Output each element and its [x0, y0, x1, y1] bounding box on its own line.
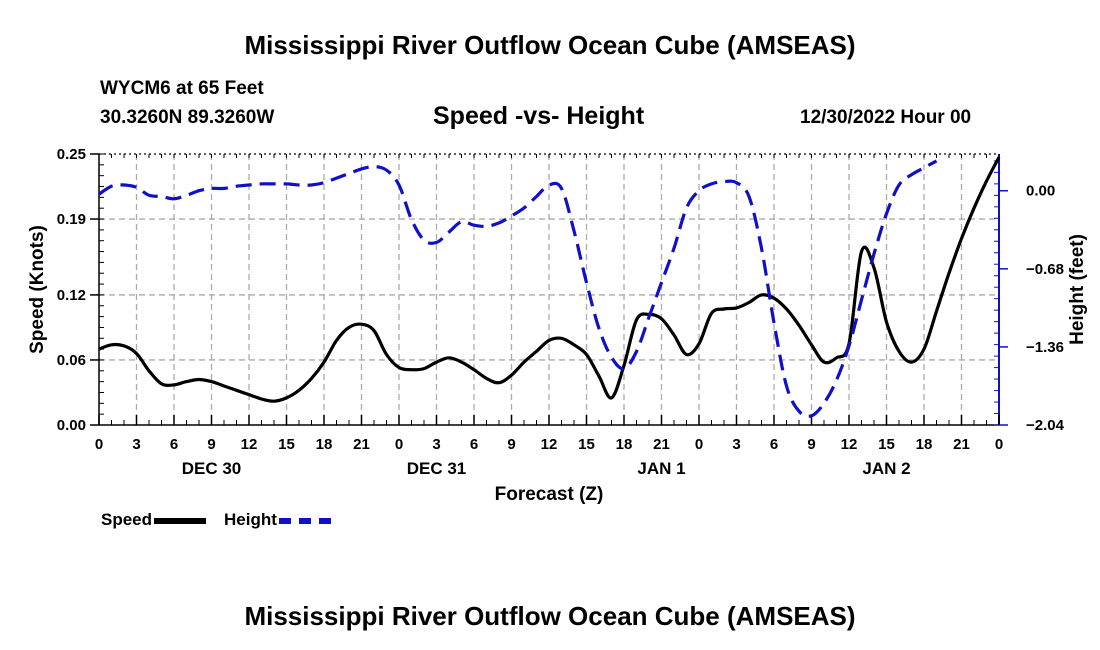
datetime-label: 12/30/2022 Hour 00 [800, 107, 972, 128]
x-tick-label: 0 [695, 436, 703, 453]
x-tick-label: 18 [316, 436, 333, 453]
x-tick-label: 3 [732, 436, 740, 453]
y2-tick-label: −1.36 [1026, 339, 1064, 356]
legend-height-swatch [278, 517, 331, 524]
x-tick-label: 3 [132, 436, 140, 453]
x-tick-label: 0 [395, 436, 403, 453]
chart-title-top: Mississippi River Outflow Ocean Cube (AM… [244, 30, 856, 60]
y-axis-title: Speed (Knots) [27, 225, 48, 354]
x-tick-label: 9 [507, 436, 515, 453]
day-label: DEC 31 [407, 459, 467, 478]
x-tick-label: 9 [807, 436, 815, 453]
y2-axis-title: Height (feet) [1067, 234, 1088, 345]
coordinates-label: 30.3260N 89.3260W [100, 107, 275, 128]
x-tick-label: 21 [653, 436, 670, 453]
grid-layer [99, 154, 999, 425]
x-tick-label: 18 [916, 436, 933, 453]
x-tick-label: 9 [207, 436, 215, 453]
axes-layer [90, 153, 1008, 426]
height-series-line [98, 159, 938, 418]
speed-height-chart: 0 3 6 9 12 15 18 21 0 3 6 9 12 15 18 21 0 3 6 9 12 15 18 21 0 0.0… [27, 146, 1088, 505]
series-layer [98, 156, 1001, 418]
x-tick-label: 0 [95, 436, 103, 453]
x-tick-label: 6 [770, 436, 778, 453]
y2-tick-label: −0.68 [1026, 261, 1064, 278]
x-tick-label: 3 [432, 436, 440, 453]
x-axis-title: Forecast (Z) [495, 484, 604, 505]
speed-series-line [98, 156, 1001, 403]
legend-speed-label: Speed [101, 510, 153, 529]
chart-subtitle: Speed -vs- Height [433, 102, 645, 130]
x-tick-label: 12 [241, 436, 258, 453]
legend-height-label: Height [224, 510, 277, 529]
x-tick-label: 12 [841, 436, 858, 453]
x-tick-label: 15 [878, 436, 895, 453]
station-label: WYCM6 at 65 Feet [100, 78, 264, 99]
x-tick-label: 0 [995, 436, 1003, 453]
day-label: DEC 30 [182, 459, 242, 478]
x-tick-label: 21 [353, 436, 370, 453]
x-tick-label: 6 [170, 436, 178, 453]
y2-tick-label: −2.04 [1026, 417, 1065, 434]
chart-title-bottom: Mississippi River Outflow Ocean Cube (AM… [244, 601, 856, 631]
y-tick-label: 0.12 [57, 287, 86, 304]
legend-speed-swatch [154, 517, 207, 524]
x-tick-label: 15 [278, 436, 295, 453]
labels-layer: 0 3 6 9 12 15 18 21 0 3 6 9 12 15 18 21 0 3 6 9 12 15 18 21 0 0.0… [27, 146, 1088, 505]
x-tick-label: 12 [541, 436, 558, 453]
x-tick-label: 6 [470, 436, 478, 453]
y-tick-label: 0.06 [57, 352, 86, 369]
day-label: JAN 1 [637, 459, 685, 478]
y-tick-label: 0.19 [57, 211, 86, 228]
x-tick-label: 15 [578, 436, 595, 453]
y-tick-label: 0.00 [57, 417, 86, 434]
legend: Speed Height [101, 510, 331, 530]
day-label: JAN 2 [862, 459, 910, 478]
x-tick-label: 21 [953, 436, 970, 453]
x-tick-label: 18 [616, 436, 633, 453]
y2-tick-label: 0.00 [1026, 183, 1055, 200]
y-tick-label: 0.25 [57, 146, 86, 163]
